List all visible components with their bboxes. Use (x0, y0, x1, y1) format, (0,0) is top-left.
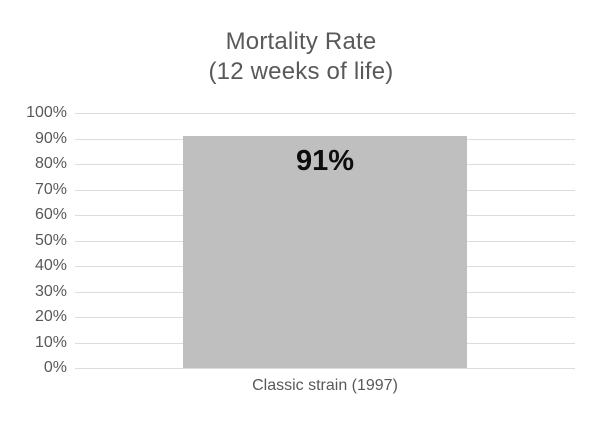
y-tick-label-80%: 80% (34, 155, 67, 172)
y-tick-label-90%: 90% (34, 129, 67, 147)
y-tick-label-30%: 30% (34, 282, 67, 300)
y-axis: 0% 10% 20% 30% 40% 50% 60% 70% 80% 90% 100% (0, 104, 67, 376)
gridline-0% (75, 368, 575, 369)
chart-title-block: Mortality Rate (12 weeks of life) (0, 27, 602, 87)
y-tick-label-70%: 70% (34, 180, 67, 198)
y-tick-label-0%: 0% (43, 359, 67, 376)
gridline-100% (75, 113, 575, 114)
y-tick-label-50%: 50% (34, 231, 67, 249)
y-tick-label-40%: 40% (34, 257, 67, 274)
bar-value-label: 91% (295, 145, 355, 177)
plot-area: 91% (75, 113, 575, 369)
y-tick-label-100%: 100% (26, 104, 67, 121)
chart-title: Mortality Rate (225, 28, 377, 55)
chart-subtitle: (12 weeks of life) (208, 58, 394, 85)
x-category-label: Classic strain (1997) (252, 377, 398, 394)
y-tick-label-20%: 20% (34, 308, 67, 325)
y-tick-label-10%: 10% (34, 333, 67, 351)
bar-classic-strain: 91% (183, 136, 467, 368)
y-tick-label-60%: 60% (34, 206, 67, 223)
